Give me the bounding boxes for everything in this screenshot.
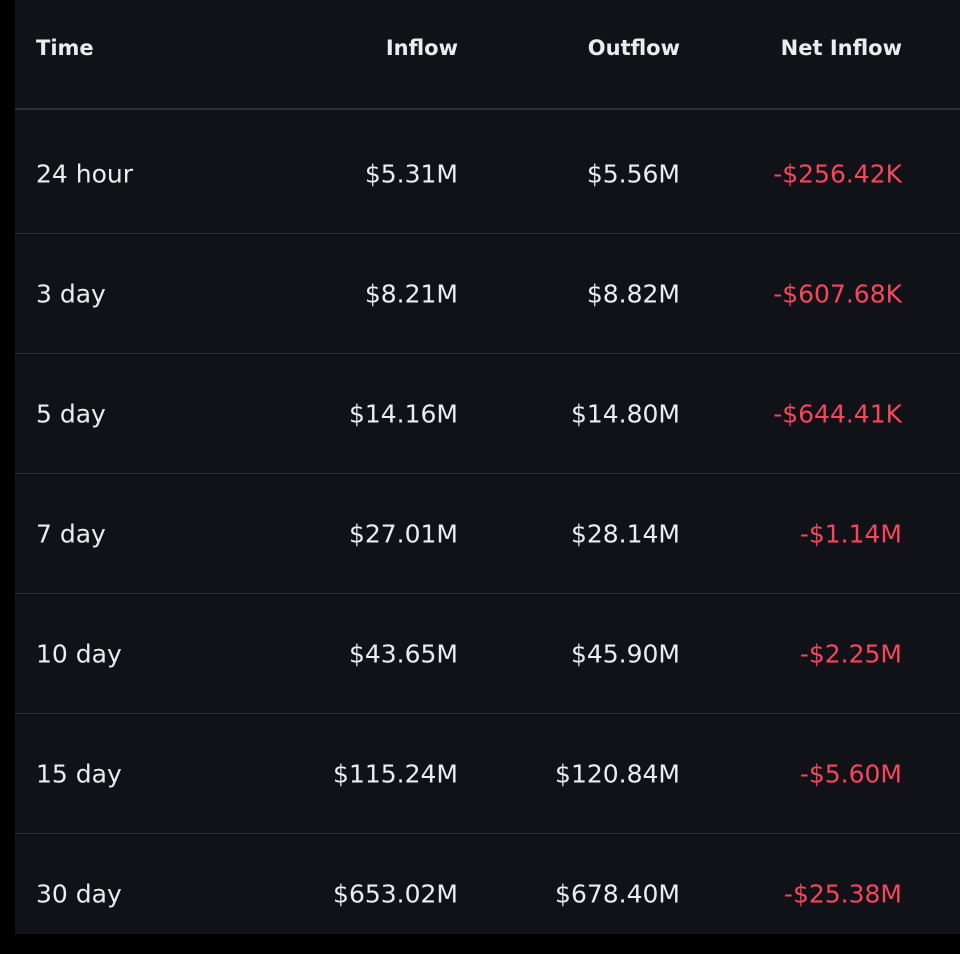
cell-net-inflow: -$607.68K (773, 279, 902, 309)
cell-time: 30 day (36, 879, 122, 909)
table-row: 3 day $8.21M $8.82M -$607.68K (15, 233, 960, 354)
cell-inflow: $27.01M (348, 519, 458, 549)
table-header: Time Inflow Outflow Net Inflow (15, 0, 960, 110)
cell-inflow: $14.16M (348, 399, 458, 429)
cell-net-inflow: -$644.41K (773, 399, 902, 429)
cell-net-inflow: -$25.38M (783, 879, 902, 909)
table-row: 24 hour $5.31M $5.56M -$256.42K (15, 114, 960, 234)
cell-time: 24 hour (36, 159, 134, 189)
cell-net-inflow: -$2.25M (799, 639, 902, 669)
header-time: Time (36, 36, 94, 60)
cell-inflow: $653.02M (333, 879, 458, 909)
cell-time: 3 day (36, 279, 106, 309)
cell-time: 5 day (36, 399, 106, 429)
cell-net-inflow: -$5.60M (799, 759, 902, 789)
cell-time: 7 day (36, 519, 106, 549)
cell-inflow: $8.21M (364, 279, 458, 309)
cell-inflow: $43.65M (348, 639, 458, 669)
table-row: 10 day $43.65M $45.90M -$2.25M (15, 593, 960, 714)
cell-time: 15 day (36, 759, 122, 789)
cell-time: 10 day (36, 639, 122, 669)
cell-inflow: $115.24M (333, 759, 458, 789)
cell-net-inflow: -$256.42K (773, 159, 902, 189)
table-row: 7 day $27.01M $28.14M -$1.14M (15, 473, 960, 594)
cell-outflow: $5.56M (586, 159, 680, 189)
table-row: 5 day $14.16M $14.80M -$644.41K (15, 353, 960, 474)
cell-outflow: $14.80M (570, 399, 680, 429)
table-row: 30 day $653.02M $678.40M -$25.38M (15, 833, 960, 954)
cell-outflow: $28.14M (570, 519, 680, 549)
header-inflow: Inflow (385, 36, 458, 60)
cell-outflow: $678.40M (555, 879, 680, 909)
fund-flow-table: Time Inflow Outflow Net Inflow 24 hour $… (15, 0, 960, 934)
cell-outflow: $45.90M (570, 639, 680, 669)
cell-inflow: $5.31M (364, 159, 458, 189)
table-row: 15 day $115.24M $120.84M -$5.60M (15, 713, 960, 834)
cell-outflow: $120.84M (555, 759, 680, 789)
cell-outflow: $8.82M (586, 279, 680, 309)
header-net-inflow: Net Inflow (780, 36, 902, 60)
cell-net-inflow: -$1.14M (799, 519, 902, 549)
header-outflow: Outflow (587, 36, 680, 60)
